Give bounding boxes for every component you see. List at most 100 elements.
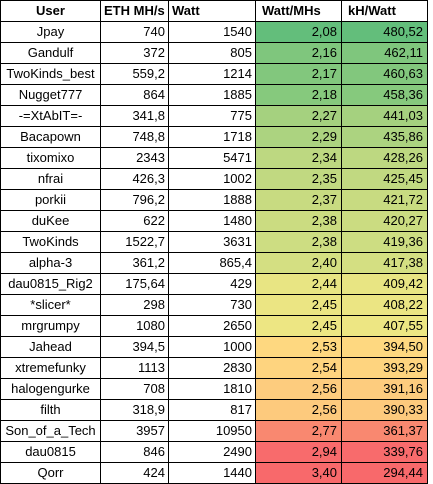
user-cell: filth (0, 399, 101, 421)
watt-per-mhs-cell: 2,18 (255, 84, 342, 106)
eth-mhs-cell: 341,8 (100, 105, 169, 127)
table-row: TwoKinds 1522,7 3631 2,38 419,36 (0, 231, 428, 253)
eth-mhs-cell: 796,2 (100, 189, 169, 211)
user-cell: dau0815_Rig2 (0, 273, 101, 295)
user-cell: Jahead (0, 336, 101, 358)
user-cell: porkii (0, 189, 101, 211)
kh-per-watt-cell: 425,45 (341, 168, 428, 190)
kh-per-watt-cell: 441,03 (341, 105, 428, 127)
user-cell: *slicer* (0, 294, 101, 316)
table-row: dau0815 846 2490 2,94 339,76 (0, 441, 428, 463)
watt-per-mhs-cell: 2,17 (255, 63, 342, 85)
eth-mhs-cell: 318,9 (100, 399, 169, 421)
eth-mhs-cell: 3957 (100, 420, 169, 442)
table-row: tixomixo 2343 5471 2,34 428,26 (0, 147, 428, 169)
user-cell: alpha-3 (0, 252, 101, 274)
user-cell: Nugget777 (0, 84, 101, 106)
eth-mhs-cell: 740 (100, 21, 169, 43)
table-row: *slicer* 298 730 2,45 408,22 (0, 294, 428, 316)
watt-cell: 865,4 (168, 252, 256, 274)
table-row: dau0815_Rig2 175,64 429 2,44 409,42 (0, 273, 428, 295)
kh-per-watt-cell: 407,55 (341, 315, 428, 337)
user-cell: Gandulf (0, 42, 101, 64)
kh-per-watt-cell: 409,42 (341, 273, 428, 295)
watt-per-mhs-cell: 2,16 (255, 42, 342, 64)
user-cell: duKee (0, 210, 101, 232)
eth-mhs-cell: 559,2 (100, 63, 169, 85)
watt-per-mhs-cell: 2,40 (255, 252, 342, 274)
kh-per-watt-cell: 394,50 (341, 336, 428, 358)
watt-per-mhs-cell: 2,94 (255, 441, 342, 463)
table-row: alpha-3 361,2 865,4 2,40 417,38 (0, 252, 428, 274)
user-cell: tixomixo (0, 147, 101, 169)
watt-per-mhs-cell: 2,37 (255, 189, 342, 211)
watt-cell: 1000 (168, 336, 256, 358)
watt-cell: 2490 (168, 441, 256, 463)
watt-per-mhs-cell: 2,45 (255, 315, 342, 337)
kh-per-watt-cell: 390,33 (341, 399, 428, 421)
kh-per-watt-cell: 462,11 (341, 42, 428, 64)
watt-per-mhs-cell: 2,38 (255, 210, 342, 232)
kh-per-watt-cell: 458,36 (341, 84, 428, 106)
kh-per-watt-cell: 408,22 (341, 294, 428, 316)
eth-mhs-cell: 622 (100, 210, 169, 232)
watt-cell: 817 (168, 399, 256, 421)
watt-per-mhs-cell: 2,45 (255, 294, 342, 316)
eth-mhs-cell: 1080 (100, 315, 169, 337)
kh-per-watt-cell: 460,63 (341, 63, 428, 85)
eth-mhs-cell: 361,2 (100, 252, 169, 274)
table-row: Jahead 394,5 1000 2,53 394,50 (0, 336, 428, 358)
watt-cell: 1888 (168, 189, 256, 211)
kh-per-watt-cell: 391,16 (341, 378, 428, 400)
watt-cell: 775 (168, 105, 256, 127)
eth-mhs-cell: 748,8 (100, 126, 169, 148)
kh-per-watt-cell: 294,44 (341, 462, 428, 484)
watt-per-mhs-cell: 2,77 (255, 420, 342, 442)
table-row: nfrai 426,3 1002 2,35 425,45 (0, 168, 428, 190)
table-row: Nugget777 864 1885 2,18 458,36 (0, 84, 428, 106)
kh-per-watt-cell: 428,26 (341, 147, 428, 169)
kh-per-watt-cell: 480,52 (341, 21, 428, 43)
eth-mhs-cell: 372 (100, 42, 169, 64)
table-row: duKee 622 1480 2,38 420,27 (0, 210, 428, 232)
watt-cell: 10950 (168, 420, 256, 442)
eth-mhs-cell: 846 (100, 441, 169, 463)
table-row: xtremefunky 1113 2830 2,54 393,29 (0, 357, 428, 379)
eth-mhs-cell: 2343 (100, 147, 169, 169)
table-row: Qorr 424 1440 3,40 294,44 (0, 462, 428, 484)
user-cell: Son_of_a_Tech (0, 420, 101, 442)
user-cell: TwoKinds_best (0, 63, 101, 85)
watt-per-mhs-cell: 2,34 (255, 147, 342, 169)
kh-per-watt-cell: 417,38 (341, 252, 428, 274)
watt-per-mhs-cell: 2,27 (255, 105, 342, 127)
table-row: Gandulf 372 805 2,16 462,11 (0, 42, 428, 64)
watt-per-mhs-cell: 2,56 (255, 378, 342, 400)
watt-per-mhs-cell: 2,56 (255, 399, 342, 421)
watt-per-mhs-cell: 2,44 (255, 273, 342, 295)
eth-mhs-cell: 864 (100, 84, 169, 106)
watt-cell: 805 (168, 42, 256, 64)
kh-per-watt-cell: 339,76 (341, 441, 428, 463)
table-row: mrgrumpy 1080 2650 2,45 407,55 (0, 315, 428, 337)
table-row: Son_of_a_Tech 3957 10950 2,77 361,37 (0, 420, 428, 442)
table-row: halogengurke 708 1810 2,56 391,16 (0, 378, 428, 400)
watt-cell: 1002 (168, 168, 256, 190)
kh-per-watt-cell: 419,36 (341, 231, 428, 253)
watt-cell: 1480 (168, 210, 256, 232)
kh-per-watt-cell: 421,72 (341, 189, 428, 211)
watt-cell: 1214 (168, 63, 256, 85)
watt-per-mhs-cell: 2,53 (255, 336, 342, 358)
watt-cell: 1810 (168, 378, 256, 400)
watt-cell: 1885 (168, 84, 256, 106)
watt-per-mhs-cell: 3,40 (255, 462, 342, 484)
watt-cell: 2830 (168, 357, 256, 379)
eth-mhs-cell: 1113 (100, 357, 169, 379)
eth-mhs-cell: 298 (100, 294, 169, 316)
watt-per-mhs-cell: 2,35 (255, 168, 342, 190)
watt-cell: 1540 (168, 21, 256, 43)
watt-cell: 3631 (168, 231, 256, 253)
user-cell: mrgrumpy (0, 315, 101, 337)
eth-mhs-cell: 708 (100, 378, 169, 400)
table-row: filth 318,9 817 2,56 390,33 (0, 399, 428, 421)
